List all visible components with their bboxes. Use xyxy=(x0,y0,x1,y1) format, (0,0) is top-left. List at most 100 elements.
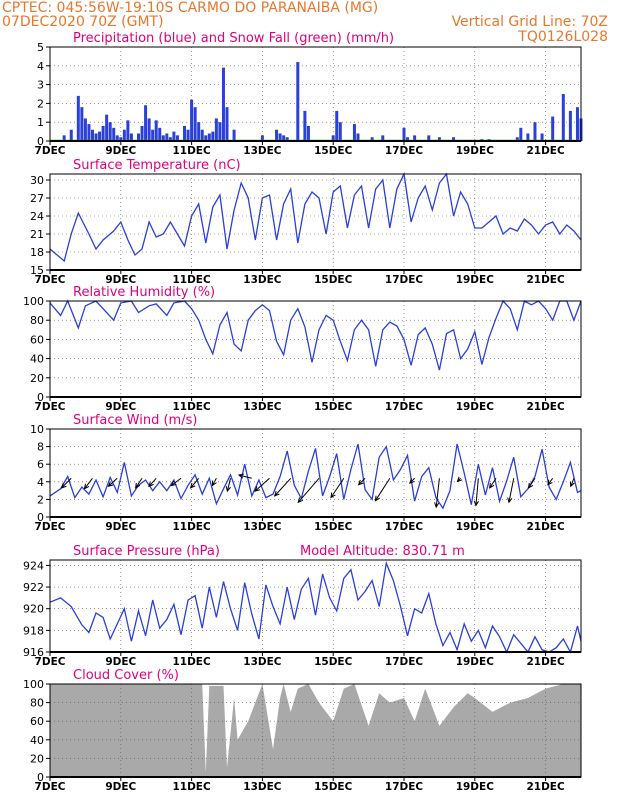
x-tick-label: 15DEC xyxy=(314,656,353,668)
y-tick-label: 6 xyxy=(37,458,44,471)
wind-arrow xyxy=(254,477,270,492)
panel-5: Surface Pressure (hPa) Model Altitude: 83… xyxy=(23,544,582,668)
y-tick-label: 21 xyxy=(30,228,44,241)
precip-bar xyxy=(158,127,162,141)
x-tick-label: 19DEC xyxy=(456,521,495,533)
x-tick-label: 17DEC xyxy=(385,145,424,157)
x-tick-label: 11DEC xyxy=(172,656,211,668)
x-tick-label: 7DEC xyxy=(35,401,66,413)
wind-arrow xyxy=(570,478,575,487)
precip-bar xyxy=(175,135,179,141)
y-tick-label: 10 xyxy=(30,423,44,436)
wind-arrow xyxy=(84,477,93,489)
x-tick-label: 13DEC xyxy=(243,781,282,793)
precip-bar xyxy=(190,99,194,141)
x-tick-label: 7DEC xyxy=(35,145,66,157)
wind-arrow-head xyxy=(569,481,575,488)
wind-arrow-head xyxy=(330,492,336,499)
precip-bar xyxy=(526,133,530,141)
precip-bar xyxy=(437,137,441,141)
wind-arrow xyxy=(330,478,345,498)
precip-bar xyxy=(452,137,456,141)
series-line xyxy=(49,443,582,510)
y-tick-label: 100 xyxy=(23,678,44,691)
precip-bar xyxy=(211,131,215,141)
wind-arrow xyxy=(238,474,252,479)
y-tick-label: 8 xyxy=(37,441,44,454)
x-tick-label: 13DEC xyxy=(243,521,282,533)
x-tick-label: 11DEC xyxy=(172,781,211,793)
x-tick-label: 13DEC xyxy=(243,145,282,157)
x-tick-label: 15DEC xyxy=(314,145,353,157)
y-tick-label: 5 xyxy=(37,41,44,54)
precip-bar xyxy=(80,107,84,141)
precip-bar xyxy=(200,129,204,141)
precip-bar xyxy=(140,125,144,141)
wind-arrow-head xyxy=(374,495,380,502)
series-line xyxy=(49,171,582,263)
x-tick-label: 7DEC xyxy=(35,781,66,793)
panel-frame xyxy=(49,559,582,653)
wind-arrow xyxy=(358,477,366,486)
y-tick-label: 27 xyxy=(30,192,44,205)
precip-bar xyxy=(186,129,190,141)
x-tick-label: 11DEC xyxy=(172,274,211,286)
wind-arrow-head xyxy=(547,479,553,486)
wind-arrow-head xyxy=(189,482,196,489)
wind-arrow xyxy=(135,478,143,489)
precip-bar xyxy=(568,110,572,141)
precip-bar xyxy=(338,122,342,141)
precip-bar xyxy=(129,133,133,141)
y-tick-label: 4 xyxy=(37,476,44,489)
x-tick-label: 17DEC xyxy=(385,781,424,793)
wind-arrow-head xyxy=(107,481,114,488)
precip-bar xyxy=(193,107,197,141)
y-tick-label: 20 xyxy=(30,752,44,765)
y-tick-label: 18 xyxy=(30,246,44,259)
y-tick-label: 918 xyxy=(23,624,44,637)
precip-bar xyxy=(126,120,130,141)
wind-arrow-head xyxy=(434,502,440,509)
precip-bar xyxy=(515,137,519,141)
x-tick-label: 9DEC xyxy=(105,274,136,286)
panel-6: Cloud Cover (%) 0 20 40 60 80 100 7DEC 9DEC 11DEC… xyxy=(23,668,582,793)
precip-bar xyxy=(551,116,555,141)
precip-bar xyxy=(561,94,565,141)
y-tick-label: 24 xyxy=(30,210,44,223)
y-tick-label: 3 xyxy=(37,79,44,92)
y-tick-label: 15 xyxy=(30,264,44,277)
precip-bar xyxy=(62,135,66,141)
precip-bar xyxy=(413,135,417,141)
station-header: CPTEC: 045:56W-19:10S CARMO DO PARANAIBA… xyxy=(2,0,379,16)
y-tick-label: 100 xyxy=(23,295,44,308)
model-code: TQ0126L028 xyxy=(518,29,608,45)
panel-title: Relative Humidity (%) xyxy=(73,285,215,300)
x-tick-label: 17DEC xyxy=(385,401,424,413)
precip-bar xyxy=(533,122,537,141)
precip-bar xyxy=(161,135,165,141)
wind-arrow xyxy=(61,477,72,489)
y-tick-label: 2 xyxy=(37,97,44,110)
y-tick-label: 30 xyxy=(30,174,44,187)
y-tick-label: 922 xyxy=(23,581,44,594)
wind-arrow xyxy=(375,478,391,501)
precip-bar xyxy=(204,135,208,141)
y-tick-label: 924 xyxy=(23,559,44,572)
y-tick-label: 0 xyxy=(37,771,44,784)
wind-arrow-head xyxy=(237,473,244,479)
x-tick-label: 21DEC xyxy=(526,274,565,286)
y-tick-label: 0 xyxy=(37,135,44,148)
panel-title: Precipitation (blue) and Snow Fall (gree… xyxy=(73,31,394,46)
y-tick-label: 0 xyxy=(37,511,44,524)
wind-arrow xyxy=(108,477,118,487)
x-tick-label: 15DEC xyxy=(314,274,353,286)
precip-bar xyxy=(137,133,140,141)
x-tick-label: 15DEC xyxy=(314,401,353,413)
precip-bar xyxy=(151,129,155,141)
wind-arrow-head xyxy=(83,483,90,490)
x-tick-label: 9DEC xyxy=(105,401,136,413)
wind-arrow xyxy=(148,477,157,487)
precip-bar xyxy=(278,133,282,141)
precip-bar xyxy=(214,118,218,141)
x-tick-label: 21DEC xyxy=(526,401,565,413)
